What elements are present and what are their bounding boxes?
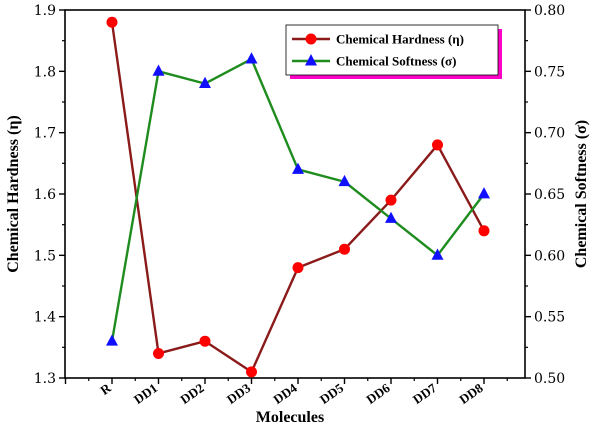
x-category-label: DD3 xyxy=(224,380,254,407)
series-line-2 xyxy=(110,57,485,342)
left-y-tick-label: 1.9 xyxy=(34,3,56,19)
right-y-tick-label: 0.50 xyxy=(534,371,565,387)
softness-point xyxy=(338,174,351,187)
right-y-tick-label: 0.80 xyxy=(534,3,565,19)
left-y-tick-label: 1.7 xyxy=(34,126,56,142)
softness-point xyxy=(292,162,304,174)
left-y-tick-label: 1.8 xyxy=(34,64,56,80)
x-category-label: DD2 xyxy=(177,380,206,407)
x-axis-title: Molecules xyxy=(256,409,324,426)
x-category-label: DD1 xyxy=(131,380,160,407)
x-category-label: DD5 xyxy=(317,380,347,407)
x-category-label: DD6 xyxy=(363,380,393,407)
softness-point xyxy=(431,248,444,260)
hardness-point xyxy=(246,366,257,378)
hardness-point xyxy=(339,243,350,255)
hardness-point xyxy=(432,139,443,151)
softness-point xyxy=(385,211,397,223)
softness-point xyxy=(478,187,490,199)
hardness-point xyxy=(199,335,211,347)
left-y-tick-label: 1.3 xyxy=(34,371,56,387)
right-y-tick-label: 0.55 xyxy=(534,310,565,326)
softness-point xyxy=(152,64,165,76)
left-y-tick-label: 1.4 xyxy=(34,310,56,326)
softness-point xyxy=(199,76,211,88)
right-y-tick-label: 0.70 xyxy=(534,126,565,142)
x-category-label: DD8 xyxy=(456,380,486,407)
legend-label-2: Chemical Softness (σ) xyxy=(336,54,456,69)
right-y-tick-label: 0.60 xyxy=(534,248,565,264)
hardness-point xyxy=(153,347,164,359)
series-markers-group xyxy=(106,16,490,378)
x-category-label: DD4 xyxy=(270,380,300,407)
softness-point xyxy=(106,334,118,346)
left-y-axis-title: Chemical Hardness (η) xyxy=(5,115,22,273)
legend-box xyxy=(285,24,499,76)
legend-marker-hardness xyxy=(305,33,317,45)
hardness-point xyxy=(478,225,490,237)
legend-label-1: Chemical Hardness (η) xyxy=(336,32,464,47)
hardness-point xyxy=(106,16,118,28)
left-y-tick-label: 1.6 xyxy=(34,187,56,203)
left-y-tick-label: 1.5 xyxy=(34,248,56,264)
softness-point xyxy=(245,52,258,64)
x-category-label: DD7 xyxy=(410,380,440,407)
hardness-point xyxy=(292,262,304,274)
legend-marker-softness xyxy=(305,54,317,66)
right-y-tick-label: 0.65 xyxy=(534,187,565,203)
legend: Chemical Hardness (η) Chemical Softness (… xyxy=(285,24,502,79)
hardness-point xyxy=(385,194,397,206)
right-y-tick-label: 0.75 xyxy=(534,64,565,80)
right-y-axis-title: Chemical Softness (σ) xyxy=(573,120,590,268)
